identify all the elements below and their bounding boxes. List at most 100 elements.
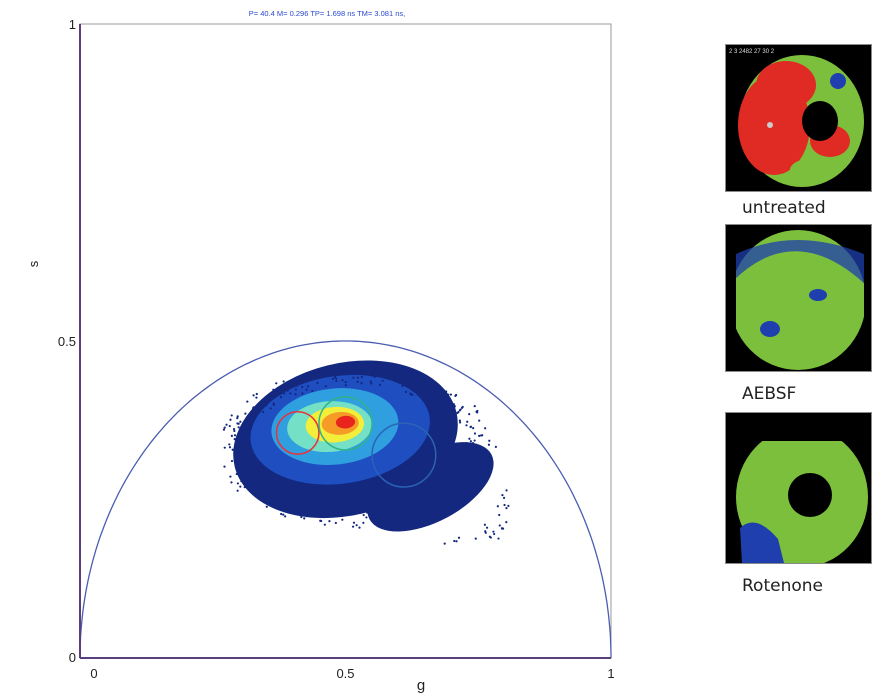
scatter-point — [328, 520, 331, 523]
scatter-point — [305, 388, 308, 391]
scatter-point — [258, 410, 261, 413]
scatter-point — [457, 536, 461, 539]
scatter-point — [496, 505, 499, 508]
scatter-point — [255, 396, 258, 399]
scatter-point — [238, 455, 241, 459]
scatter-point — [358, 526, 361, 529]
scatter-point — [231, 448, 234, 451]
scatter-point — [294, 393, 297, 396]
scatter-point — [431, 397, 434, 400]
scatter-point — [303, 376, 306, 379]
scatter-point — [282, 513, 285, 516]
scatter-point — [280, 512, 283, 516]
scatter-point — [244, 425, 247, 428]
scatter-point — [344, 381, 347, 384]
label-rotenone: Rotenone — [742, 576, 823, 596]
scatter-point — [273, 499, 276, 502]
scatter-point — [237, 447, 241, 450]
scatter-point — [378, 383, 381, 386]
scatter-point — [280, 385, 284, 388]
scatter-point — [369, 380, 372, 383]
scatter-point — [283, 392, 286, 395]
scatter-point — [310, 508, 313, 511]
scatter-point — [458, 421, 462, 424]
scatter-point — [478, 419, 481, 422]
scatter-point — [239, 485, 242, 488]
scatter-point — [381, 513, 384, 516]
scatter-point — [239, 463, 242, 466]
scatter-point — [445, 390, 448, 393]
scatter-point — [473, 432, 477, 435]
scatter-point — [374, 369, 377, 372]
scatter-point — [236, 482, 240, 485]
scatter-point — [379, 521, 382, 524]
scatter-point — [505, 507, 508, 510]
scatter-point — [267, 489, 271, 492]
scatter-point — [222, 428, 226, 431]
scatter-point — [243, 432, 246, 435]
density-layer — [335, 415, 356, 429]
scatter-point — [501, 493, 504, 497]
scatter-point — [352, 376, 355, 379]
scatter-point — [469, 440, 472, 443]
scatter-point — [370, 382, 373, 385]
scatter-point — [452, 413, 455, 416]
scatter-point — [503, 503, 506, 507]
label-untreated: untreated — [742, 198, 826, 218]
scatter-point — [474, 537, 477, 540]
scatter-point — [419, 380, 422, 383]
scatter-point — [228, 446, 232, 449]
scatter-point — [229, 418, 232, 421]
scatter-point — [344, 384, 347, 387]
scatter-point — [360, 511, 363, 514]
scatter-point — [488, 439, 491, 442]
scatter-point — [447, 393, 450, 396]
scatter-point — [356, 376, 359, 379]
scatter-point — [454, 394, 457, 398]
scatter-point — [488, 535, 491, 538]
scatter-point — [498, 524, 501, 527]
scatter-point — [352, 521, 356, 524]
density-layer — [367, 442, 494, 532]
scatter-point — [475, 444, 479, 447]
scatter-point — [243, 486, 246, 489]
scatter-point — [319, 519, 322, 522]
scatter-point — [355, 524, 358, 527]
scatter-point — [242, 421, 245, 425]
scatter-point — [492, 530, 495, 533]
scatter-point — [502, 496, 506, 499]
scatter-point — [260, 407, 263, 410]
scatter-point — [239, 420, 242, 423]
scatter-point — [407, 379, 410, 382]
x-axis-label: g — [417, 677, 425, 693]
scatter-point — [236, 440, 239, 443]
scatter-point — [454, 413, 457, 416]
scatter-point — [249, 484, 252, 487]
scatter-point — [373, 375, 376, 379]
scatter-point — [362, 513, 365, 517]
scatter-point — [270, 503, 273, 507]
scatter-point — [284, 504, 288, 507]
scatter-point — [423, 394, 426, 398]
scatter-point — [236, 489, 239, 492]
scatter-point — [363, 372, 366, 375]
scatter-point — [308, 373, 311, 377]
scatter-point — [255, 488, 259, 491]
label-aebsf: AEBSF — [742, 384, 797, 404]
axis-ticks: 0 0.5 1 0 0.5 1 — [58, 17, 615, 681]
cursor-circle — [371, 422, 437, 488]
scatter-point — [335, 377, 338, 380]
scatter-point — [239, 435, 243, 438]
cursor-circle — [318, 396, 373, 451]
scatter-point — [387, 524, 390, 527]
scatter-point — [301, 385, 304, 389]
scatter-point — [240, 432, 243, 436]
x-tick-label: 0 — [90, 666, 97, 681]
scatter-point — [323, 523, 326, 526]
scatter-point — [292, 499, 295, 502]
scatter-point — [324, 385, 327, 388]
scatter-point — [363, 368, 366, 371]
scatter-point — [428, 400, 431, 403]
scatter-point — [262, 481, 265, 484]
scatter-point — [401, 384, 404, 388]
